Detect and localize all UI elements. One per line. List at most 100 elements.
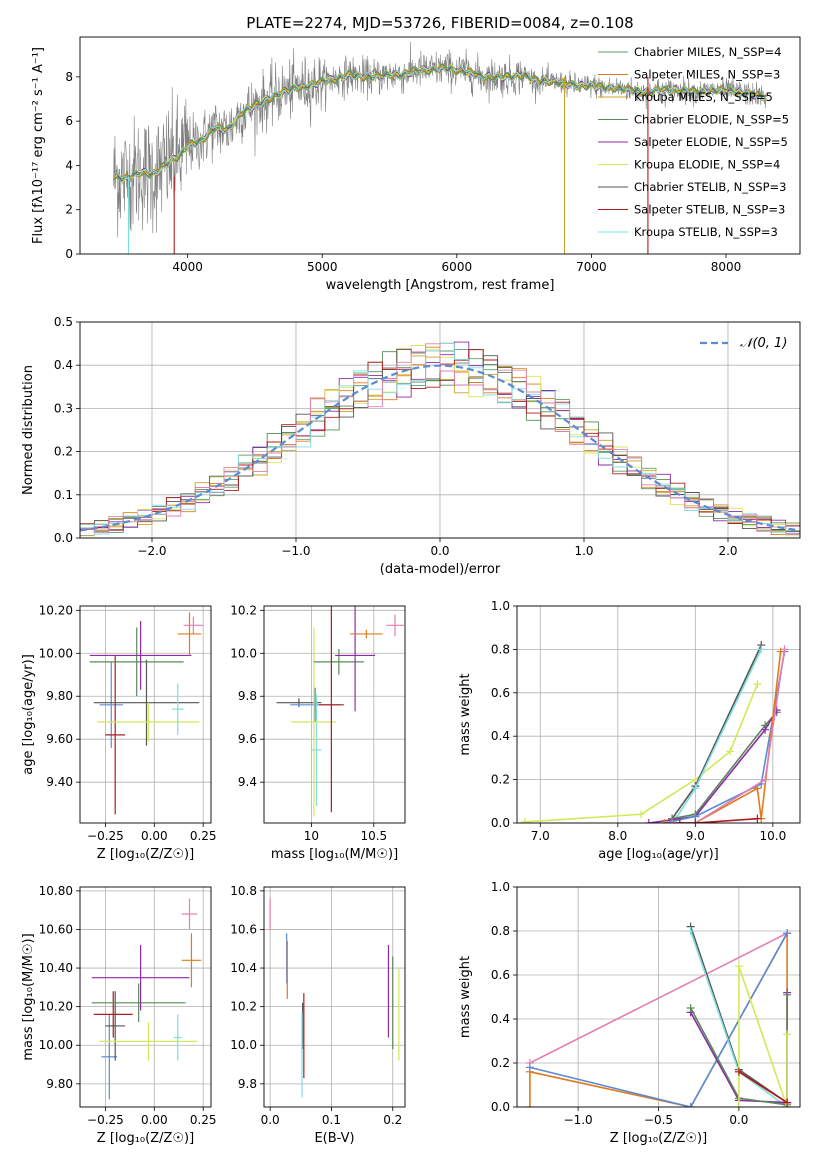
point-chabrier_elodie (89, 627, 184, 697)
point-blue_model (99, 661, 124, 748)
weight-line-pink_model (672, 649, 786, 823)
legend-entry-salpeter_elodie: Salpeter ELODIE, N_SSP=5 (634, 135, 788, 149)
y-tick-label: 0.0 (54, 531, 73, 545)
y-tick-label: 9.40 (46, 775, 73, 789)
plot-area (520, 641, 789, 823)
point-salpeter_stelib (318, 606, 344, 813)
x-tick-label: 0.00 (141, 829, 168, 843)
y-tick-label: 9.6 (238, 732, 257, 746)
y-tick-label: 0.2 (54, 445, 73, 459)
x-tick-label: −1.0 (564, 1113, 593, 1127)
y-tick-label: 8 (65, 70, 73, 84)
weight-marker-kroupa_elodie (783, 1030, 792, 1039)
grid-lines (80, 887, 211, 1107)
y-tick-label: 10.0 (230, 1038, 257, 1052)
weight-marker-salpeter_elodie (761, 725, 770, 734)
y-tick-label: 1.0 (491, 599, 510, 613)
weight-marker-salpeter_stelib (753, 814, 762, 823)
point-pink_model (386, 614, 404, 637)
y-tick-label: 1.0 (491, 880, 510, 894)
weight-marker-kroupa_elodie (726, 747, 735, 756)
y-tick-label: 10.4 (230, 961, 257, 975)
x-tick-label: −0.5 (644, 1113, 673, 1127)
point-kroupa_elodie (99, 1022, 198, 1061)
legend-entry-chabrier_miles: Chabrier MILES, N_SSP=4 (634, 45, 781, 59)
weight-marker-kroupa_elodie (753, 680, 762, 689)
weight-marker-kroupa_stelib (686, 927, 695, 935)
y-axis-label: mass weight (458, 673, 473, 755)
axes-frame (516, 605, 801, 824)
point-blue_model (101, 1014, 118, 1100)
data-spectrum-line (113, 41, 767, 254)
x-tick-label: 0.25 (190, 1113, 217, 1127)
point-salpeter_stelib (93, 991, 133, 1038)
y-tick-label: 10.80 (39, 884, 73, 898)
point-salpeter_elodie (335, 606, 376, 712)
y-tick-label: 10.60 (39, 922, 73, 936)
plot-area (80, 341, 800, 538)
y-tick-label: 0.0 (491, 816, 510, 830)
panel-weight_vs_age: 7.0 8.0 9.0 10.0 0.0 0.2 0.4 0.6 0.8 1.0 age [log₁… (458, 599, 801, 862)
weight-marker-salpeter_stelib (783, 1098, 792, 1107)
axes-frame (263, 605, 406, 824)
y-tick-label: 10.20 (39, 1000, 73, 1014)
x-tick-label: 0.0 (261, 1113, 280, 1127)
weight-line-blue_model (529, 932, 788, 1107)
plot-area (525, 922, 792, 1107)
figure-title: PLATE=2274, MJD=53726, FIBERID=0084, z=0… (246, 14, 633, 32)
hist-pink_model (80, 343, 800, 538)
x-tick-label: 2.0 (718, 544, 737, 558)
point-kroupa_elodie (97, 702, 200, 742)
plot-area (276, 606, 404, 817)
panels: 4000 5000 6000 7000 8000 0 2 4 6 8 wavelength [Ang… (21, 36, 801, 1146)
y-tick-label: 0.4 (491, 729, 510, 743)
weight-line-kroupa_elodie (738, 965, 788, 1107)
panel-mass_vs_Z: −0.25 0.00 0.25 9.80 10.00 10.20 10.40 10.60 10.… (21, 884, 217, 1146)
point-salpeter_miles (181, 933, 202, 988)
y-tick-label: 9.8 (238, 689, 257, 703)
weight-marker-salpeter_elodie (644, 819, 653, 823)
x-axis-label: wavelength [Angstrom, rest frame] (326, 278, 555, 293)
x-tick-label: 10 (304, 829, 319, 843)
axes-frame (79, 886, 212, 1108)
y-axis-label: Normed distribution (21, 365, 36, 495)
weight-marker-salpeter_miles (660, 819, 669, 823)
y-tick-label: 0.5 (54, 315, 73, 329)
legend: 𝒩(0, 1) (700, 336, 787, 351)
x-tick-label: −0.25 (87, 829, 124, 843)
y-tick-label: 0.1 (54, 488, 73, 502)
point-chabrier_stelib (93, 659, 200, 746)
x-tick-label: 9.0 (686, 829, 705, 843)
weight-marker-salpeter_stelib (734, 1067, 743, 1076)
axes-frame (516, 886, 801, 1108)
y-tick-label: 0.0 (491, 1100, 510, 1114)
weight-marker-salpeter_miles (753, 784, 762, 793)
x-tick-label: 6000 (442, 260, 473, 274)
point-salpeter_elodie (89, 621, 192, 690)
y-tick-label: 9.80 (46, 689, 73, 703)
x-axis-label: mass [log₁₀(M/M☉)] (271, 847, 398, 862)
point-kroupa_stelib (311, 694, 322, 806)
plot-area (269, 898, 400, 1098)
weight-marker-pink_model (761, 775, 770, 784)
y-tick-label: 9.60 (46, 732, 73, 746)
x-tick-label: 1.0 (574, 544, 593, 558)
x-axis-label: Z [log₁₀(Z/Z☉)] (97, 1131, 194, 1146)
grid-lines (264, 887, 405, 1107)
point-kroupa_stelib (171, 683, 184, 735)
x-axis-label: (data-model)/error (380, 562, 501, 577)
x-tick-label: 7.0 (531, 829, 550, 843)
y-tick-label: 0.6 (491, 968, 510, 982)
plot-area (89, 612, 204, 815)
y-tick-label: 0.2 (491, 773, 510, 787)
axes-frame (79, 321, 801, 539)
y-tick-label: 10.00 (39, 646, 73, 660)
x-tick-label: 0.2 (383, 1113, 402, 1127)
x-tick-label: 5000 (307, 260, 338, 274)
y-tick-label: 0 (65, 247, 73, 261)
weight-marker-blue_model (783, 929, 792, 938)
x-tick-label: 7000 (576, 260, 607, 274)
x-tick-label: 0.00 (141, 1113, 168, 1127)
weight-marker-salpeter_miles (525, 1103, 534, 1107)
